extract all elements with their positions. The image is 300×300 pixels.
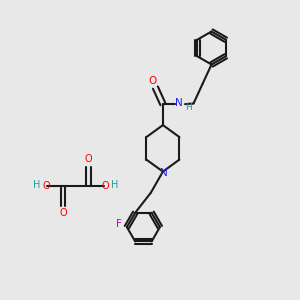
- Text: F: F: [116, 219, 122, 229]
- Text: N: N: [160, 168, 168, 178]
- Text: O: O: [148, 76, 157, 86]
- Text: H: H: [33, 180, 40, 190]
- Text: H: H: [185, 103, 191, 112]
- Text: O: O: [59, 208, 67, 218]
- Text: O: O: [85, 154, 92, 164]
- Text: H: H: [111, 180, 118, 190]
- Text: O: O: [42, 181, 50, 191]
- Text: N: N: [175, 98, 183, 108]
- Text: O: O: [102, 181, 110, 191]
